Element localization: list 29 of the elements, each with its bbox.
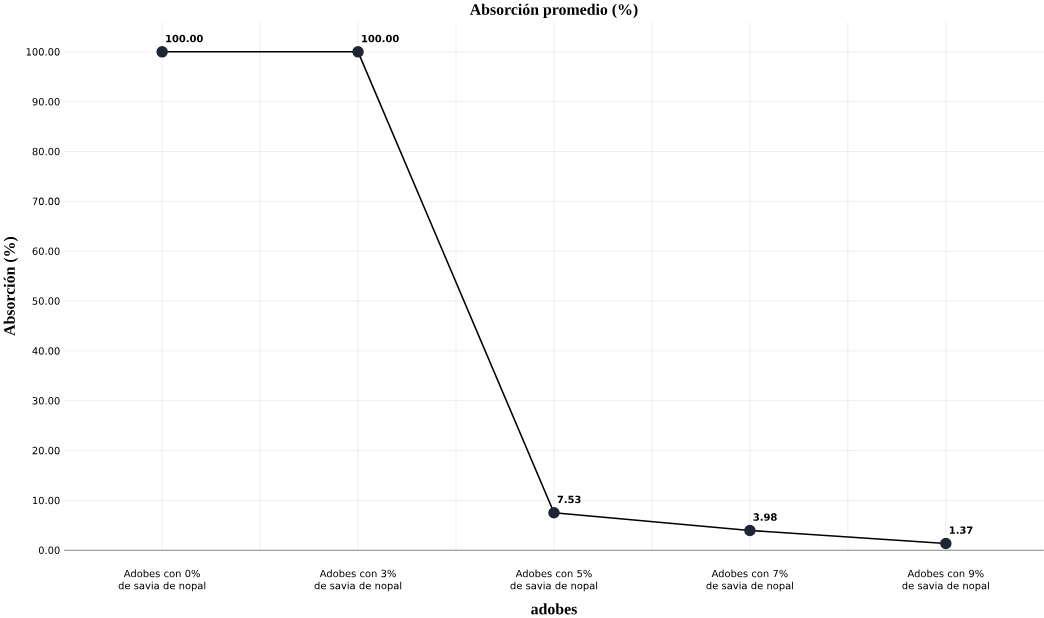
point — [156, 46, 168, 58]
data-label: 7.53 — [557, 495, 581, 504]
y-tick-label: 20.00 — [32, 446, 60, 455]
y-tick-label: 0.00 — [38, 546, 60, 554]
data-label: 100.00 — [362, 34, 399, 43]
x-tick-label: Adobes con 9% de savia de nopal — [902, 569, 989, 592]
x-axis-title: adobes — [531, 603, 577, 615]
data-label: 1.37 — [949, 526, 973, 534]
y-tick-label: 60.00 — [32, 247, 60, 255]
y-tick-label: 30.00 — [32, 396, 60, 405]
x-tick-label: Adobes con 0% de savia de nopal — [118, 569, 206, 592]
x-tick-label: Adobes con 5% de savia de nopal — [510, 569, 598, 592]
data-label: 100.00 — [166, 34, 203, 43]
point — [744, 524, 756, 537]
point — [548, 507, 560, 519]
y-tick-label: 40.00 — [32, 347, 60, 355]
y-tick-label: 80.00 — [32, 147, 60, 156]
y-tick-label: 50.00 — [32, 297, 60, 305]
y-axis-title: Absorción (%) — [3, 236, 19, 336]
y-tick-label: 90.00 — [32, 97, 60, 106]
y-tick-label: 100.00 — [26, 48, 60, 56]
y-tick-label: 70.00 — [32, 197, 60, 206]
data-label: 3.98 — [753, 513, 777, 521]
point — [940, 537, 952, 550]
point — [352, 46, 364, 58]
x-tick-label: Adobes con 3% de savia de nopal — [314, 569, 402, 592]
x-tick-label: Adobes con 7% de savia de nopal — [706, 569, 794, 592]
chart-title: Absorción promedio (%) — [469, 3, 638, 19]
y-tick-label: 10.00 — [33, 496, 60, 505]
